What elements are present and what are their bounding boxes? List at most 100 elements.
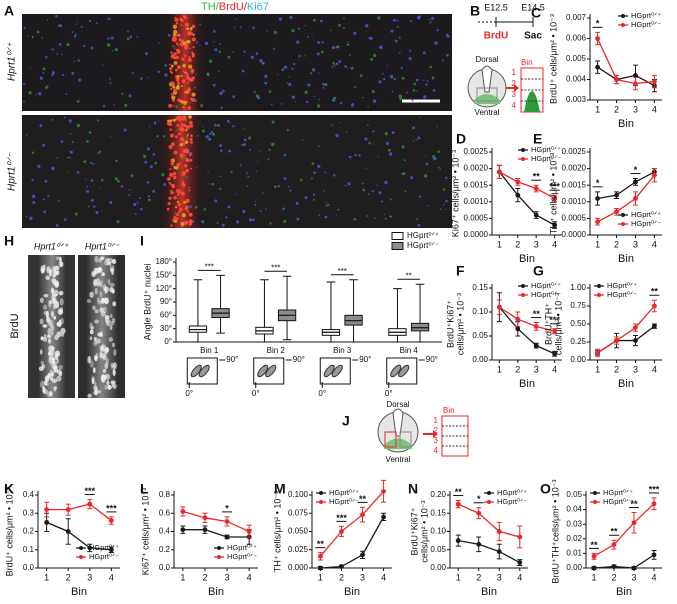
- cell: [378, 191, 382, 195]
- cell: [53, 386, 58, 390]
- cell: [289, 189, 292, 192]
- cell: [412, 89, 416, 92]
- cell: [203, 208, 206, 211]
- y-tick-label: 0.20: [430, 490, 446, 499]
- cell: [293, 62, 296, 66]
- cell: [51, 265, 57, 271]
- cell: [92, 305, 96, 311]
- cell: [350, 66, 354, 70]
- roi: [476, 87, 498, 102]
- y-tick-label: 0.0010: [562, 197, 587, 206]
- y-tick-label: 0.0015: [464, 180, 489, 189]
- genotype-label: Hprt1⁰ᐟ⁺: [7, 42, 18, 81]
- legend-marker: [217, 546, 221, 550]
- x-tick-label: 2: [614, 239, 619, 249]
- x-tick-label: 1: [595, 364, 600, 374]
- series-line: [458, 539, 521, 564]
- cell: [176, 81, 180, 85]
- cell: [61, 53, 63, 56]
- cell: [235, 18, 237, 20]
- cell: [372, 99, 377, 103]
- angle-arrow: [255, 359, 292, 388]
- cell: [179, 42, 183, 46]
- cell: [93, 278, 98, 287]
- legend-marker: [217, 555, 221, 559]
- cell: [180, 155, 183, 158]
- x-tick-label: 1: [497, 364, 502, 374]
- y-tick-label: 0.025: [288, 545, 309, 554]
- cell: [40, 360, 45, 366]
- cell: [329, 29, 332, 32]
- cell: [178, 132, 181, 136]
- panel-label: O: [540, 481, 551, 497]
- data-point: [496, 169, 502, 175]
- bin-number: 2: [434, 426, 439, 435]
- panel-label: D: [456, 131, 466, 147]
- cell: [181, 191, 185, 196]
- cell: [401, 76, 405, 80]
- cell: [111, 317, 116, 323]
- cell: [128, 194, 130, 197]
- y-tick-label: 0.05: [430, 545, 446, 554]
- cell: [311, 34, 313, 36]
- cell: [387, 148, 391, 152]
- cell: [166, 121, 171, 126]
- image-title: TH/BrdU/Ki67: [201, 1, 269, 13]
- cell: [445, 176, 448, 180]
- cell: [173, 52, 177, 56]
- cell: [179, 143, 183, 147]
- x-axis-label: Bin: [618, 118, 634, 130]
- cell: [190, 97, 193, 101]
- cell: [253, 91, 256, 94]
- y-tick-label: 0.0010: [464, 197, 489, 206]
- data-point: [614, 338, 619, 343]
- genotype-label: Hprt1⁰ᐟ⁺: [34, 241, 69, 251]
- cell: [330, 124, 333, 126]
- cell: [390, 29, 394, 33]
- cell: [170, 224, 173, 227]
- cell: [171, 95, 176, 100]
- cell: [167, 119, 171, 123]
- legend-swatch: [391, 232, 404, 240]
- legend-marker: [597, 293, 601, 297]
- cell: [425, 83, 428, 86]
- cell: [139, 197, 142, 200]
- x-tick-label: 2: [476, 572, 481, 582]
- series-line: [457, 503, 520, 538]
- cell: [177, 44, 180, 47]
- cell: [185, 125, 190, 130]
- significance: ***: [549, 182, 560, 192]
- x-axis-label: Bin: [616, 586, 632, 598]
- data-point: [202, 527, 208, 533]
- cell: [187, 91, 190, 94]
- cell: [382, 72, 384, 75]
- legend-label: HGprt⁰ᐟ⁺: [607, 281, 637, 290]
- data-point: [651, 501, 657, 507]
- cell: [267, 158, 270, 161]
- cell: [190, 134, 193, 138]
- legend-label: HGprt⁰ᐟ⁻: [227, 552, 257, 561]
- y-tick-label: 60°: [160, 310, 172, 319]
- legend-label: HGprt⁰ᐟ⁺: [603, 488, 633, 497]
- cell: [42, 337, 48, 342]
- cell: [409, 49, 412, 52]
- cell: [121, 92, 124, 95]
- cell: [60, 332, 65, 337]
- cell: [185, 168, 189, 173]
- cell: [188, 115, 192, 119]
- cell: [258, 150, 261, 152]
- data-point: [108, 547, 114, 553]
- x-tick-label: Bin 2: [267, 346, 286, 355]
- title-part: Ki67: [247, 1, 269, 13]
- cell: [131, 72, 134, 75]
- y-tick-label: 0.00: [570, 355, 586, 364]
- cell: [201, 129, 205, 133]
- cell: [174, 16, 177, 19]
- cell: [180, 116, 186, 121]
- cell: [313, 95, 315, 98]
- cell: [437, 166, 440, 169]
- cell: [359, 74, 363, 78]
- cell: [148, 125, 151, 128]
- cell: [174, 212, 177, 215]
- cell: [252, 26, 255, 29]
